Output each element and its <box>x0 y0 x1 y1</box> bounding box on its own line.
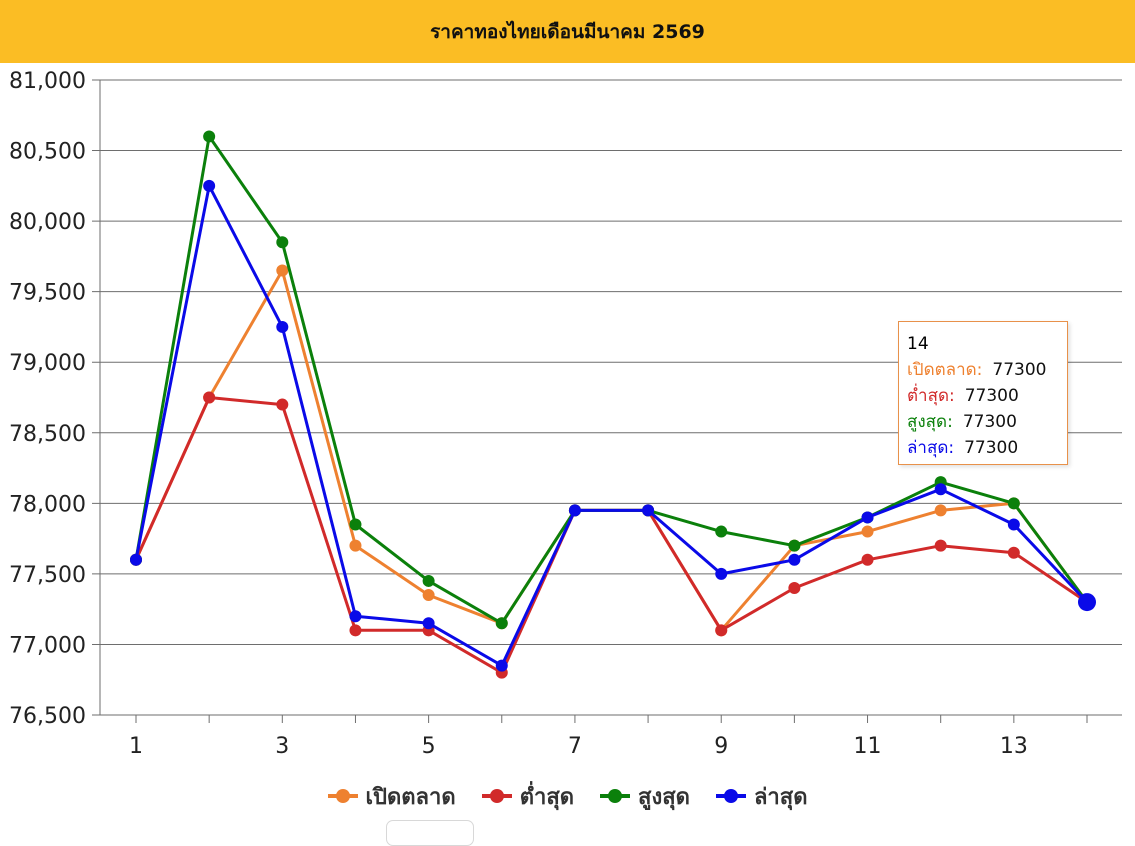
data-point <box>276 320 289 333</box>
chart-title-bar: ราคาทองไทยเดือนมีนาคม 2569 <box>0 0 1135 63</box>
highlighted-data-point <box>1078 593 1096 612</box>
data-point <box>568 504 581 517</box>
x-tick-label: 11 <box>854 734 882 759</box>
data-point <box>349 624 362 637</box>
x-tick-label: 3 <box>275 734 289 759</box>
legend-swatch-icon <box>327 789 358 803</box>
legend-label: ล่าสุด <box>753 784 808 810</box>
x-tick-label: 5 <box>422 734 436 759</box>
data-point <box>934 504 947 517</box>
y-tick-label: 79,000 <box>9 351 86 376</box>
y-tick-label: 80,500 <box>9 140 86 165</box>
data-point <box>1007 497 1020 510</box>
data-point <box>1007 546 1020 559</box>
data-point <box>1007 518 1020 531</box>
tooltip-label: สูงสุด: <box>907 412 953 432</box>
data-point <box>715 624 728 637</box>
y-tick-label: 76,500 <box>9 704 86 729</box>
series-line-3 <box>134 184 1089 668</box>
tooltip-row-last: ล่าสุด: 77300 <box>907 435 1059 461</box>
data-point <box>495 659 508 672</box>
data-point <box>349 610 362 623</box>
data-point <box>715 525 728 538</box>
x-tick-label: 9 <box>714 734 728 759</box>
data-point <box>422 589 435 602</box>
data-point <box>276 264 289 277</box>
data-point <box>861 525 874 538</box>
y-tick-label: 79,500 <box>9 281 86 306</box>
tooltip-value: 77300 <box>964 386 1019 406</box>
data-point <box>788 539 801 552</box>
tooltip-row-low: ต่ำสุด: 77300 <box>907 383 1059 409</box>
data-point <box>934 483 947 496</box>
legend-swatch-icon <box>600 789 631 803</box>
data-point <box>203 391 216 404</box>
y-tick-label: 77,000 <box>9 633 86 658</box>
legend-item-open[interactable]: เปิดตลาด <box>327 779 456 814</box>
data-point <box>276 236 289 249</box>
legend-item-last[interactable]: ล่าสุด <box>715 779 808 814</box>
x-tick-label: 1 <box>129 734 143 759</box>
legend-label: สูงสุด <box>638 784 690 810</box>
tooltip-row-open: เปิดตลาด: 77300 <box>907 357 1059 383</box>
tooltip-label: ล่าสุด: <box>907 438 955 458</box>
legend-item-low[interactable]: ต่ำสุด <box>481 779 575 814</box>
data-point <box>861 511 874 524</box>
data-point <box>788 582 801 594</box>
legend-label: ต่ำสุด <box>519 784 575 810</box>
data-point <box>203 130 216 143</box>
data-point <box>715 567 728 580</box>
y-tick-label: 80,000 <box>9 210 86 235</box>
data-point <box>130 553 142 566</box>
tooltip-value: 77300 <box>992 360 1047 380</box>
chart-legend: เปิดตลาด ต่ำสุด สูงสุด ล่าสุด <box>0 776 1135 816</box>
tooltip-header: 14 <box>907 334 929 354</box>
data-point <box>788 553 801 566</box>
data-point <box>203 179 216 192</box>
data-point <box>276 398 289 411</box>
legend-item-high[interactable]: สูงสุด <box>600 779 690 814</box>
y-tick-label: 77,500 <box>9 563 86 588</box>
y-tick-label: 81,000 <box>9 69 86 94</box>
legend-label: เปิดตลาด <box>365 784 456 810</box>
x-tick-label: 7 <box>568 734 582 759</box>
data-point <box>422 617 435 630</box>
x-tick-label: 13 <box>1000 734 1028 759</box>
data-point <box>642 504 655 517</box>
tooltip-label: ต่ำสุด: <box>907 386 955 406</box>
scroll-button[interactable] <box>386 820 474 846</box>
data-point <box>349 539 362 552</box>
data-point <box>349 518 362 531</box>
tooltip-value: 77300 <box>964 438 1019 458</box>
y-tick-label: 78,500 <box>9 422 86 447</box>
y-tick-label: 78,000 <box>9 492 86 517</box>
tooltip-row-high: สูงสุด: 77300 <box>907 409 1059 435</box>
legend-swatch-icon <box>481 789 512 803</box>
data-point <box>861 553 874 566</box>
legend-swatch-icon <box>715 789 746 803</box>
data-point <box>422 574 435 587</box>
chart-tooltip: 14 เปิดตลาด: 77300 ต่ำสุด: 77300 สูงสุด: 77… <box>898 321 1068 465</box>
data-point <box>934 539 947 552</box>
data-point <box>495 617 508 630</box>
tooltip-label: เปิดตลาด: <box>907 360 983 380</box>
tooltip-value: 77300 <box>962 412 1017 432</box>
chart-title: ราคาทองไทยเดือนมีนาคม 2569 <box>430 20 705 43</box>
